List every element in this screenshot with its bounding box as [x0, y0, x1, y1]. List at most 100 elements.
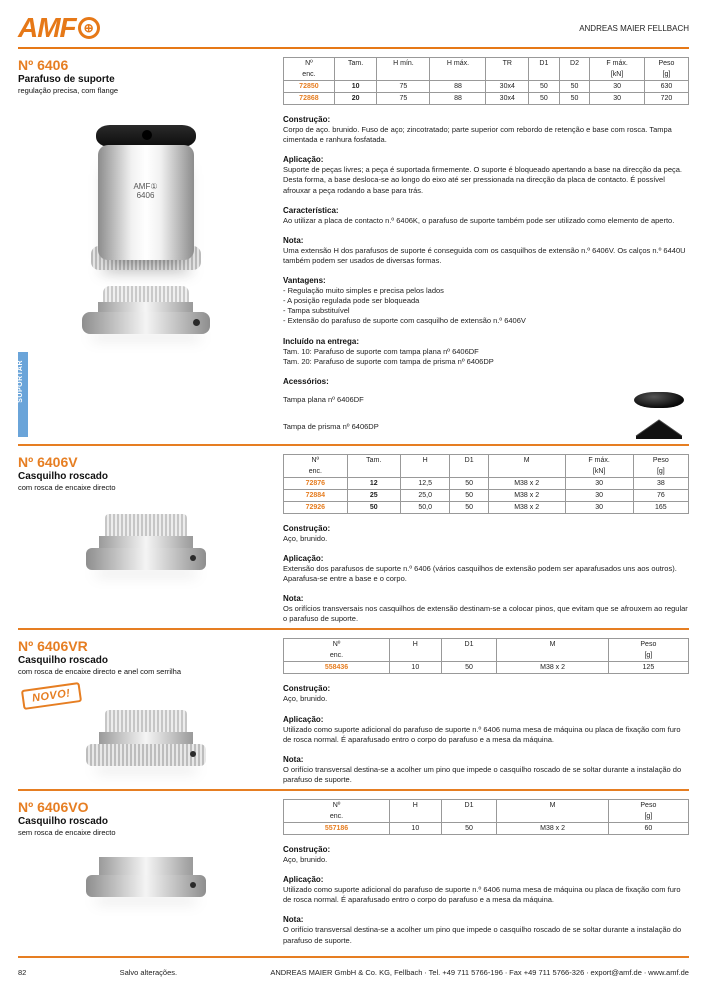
- table-cell: 30: [565, 501, 633, 513]
- text-note: O orifício transversal destina-se a acol…: [283, 765, 689, 785]
- col-header: Peso: [608, 639, 688, 651]
- heading-note: Nota:: [283, 594, 689, 603]
- col-subheader: [497, 650, 608, 662]
- col-header: Peso: [633, 454, 688, 466]
- table-row: 7286820758830x4505030720: [284, 93, 689, 105]
- col-subheader: [559, 69, 590, 81]
- table-cell: 30: [590, 81, 645, 93]
- footer-rule: [18, 956, 689, 958]
- table-cell: 50: [529, 93, 560, 105]
- col-subheader: [488, 466, 565, 478]
- table-row: 729265050,050M38 x 230165: [284, 501, 689, 513]
- col-subheader: [kN]: [590, 69, 645, 81]
- accessory-1-text: Tampa plana nº 6406DF: [283, 395, 617, 405]
- table-cell: M38 x 2: [488, 501, 565, 513]
- table-cell: 50: [529, 81, 560, 93]
- col-header: M: [497, 639, 608, 651]
- col-subheader: enc.: [284, 69, 335, 81]
- table-cell: 50: [559, 81, 590, 93]
- col-subheader: enc.: [284, 466, 348, 478]
- table-cell: 50: [441, 823, 497, 835]
- product-subtitle: com rosca de encaixe directo e anel com …: [18, 667, 273, 676]
- page-header: AMF ⊕ ANDREAS MAIER FELLBACH: [18, 12, 689, 44]
- table-cell: 72926: [284, 501, 348, 513]
- text-construction: Aço, brunido.: [283, 694, 689, 704]
- table-cell: 50: [450, 489, 488, 501]
- section-divider: [18, 628, 689, 630]
- table-cell: 72876: [284, 477, 348, 489]
- novo-badge: NOVO!: [21, 682, 82, 710]
- col-header: M: [488, 454, 565, 466]
- table-cell: 30x4: [486, 81, 529, 93]
- table-cell: 10: [390, 823, 442, 835]
- col-subheader: [334, 69, 377, 81]
- table-row: 728842525,050M38 x 23076: [284, 489, 689, 501]
- accessory-2-image: [629, 414, 689, 440]
- table-cell: 720: [644, 93, 688, 105]
- section-divider: [18, 789, 689, 791]
- text-note: O orifício transversal destina-se a acol…: [283, 925, 689, 945]
- col-header: Peso: [644, 58, 688, 70]
- heading-application: Aplicação:: [283, 155, 689, 164]
- col-header: F máx.: [590, 58, 645, 70]
- text-application: Utilizado como suporte adicional do para…: [283, 725, 689, 745]
- accessory-1-image: [629, 392, 689, 408]
- table-cell: 75: [377, 93, 430, 105]
- table-cell: 50: [347, 501, 400, 513]
- table-cell: 76: [633, 489, 688, 501]
- product-title: Casquilho roscado: [18, 816, 273, 827]
- product-code: Nº 6406VR: [18, 638, 273, 654]
- brand-tagline: ANDREAS MAIER FELLBACH: [579, 24, 689, 33]
- col-subheader: enc.: [284, 811, 390, 823]
- table-cell: 50: [450, 477, 488, 489]
- heading-application: Aplicação:: [283, 715, 689, 724]
- product-subtitle: regulação precisa, com flange: [18, 86, 273, 95]
- heading-delivery: Incluído na entrega:: [283, 337, 689, 346]
- side-tab-label: SUPORTAR: [17, 360, 24, 403]
- col-subheader: [390, 811, 442, 823]
- brand-logo: AMF ⊕: [18, 12, 100, 44]
- product-code: Nº 6406V: [18, 454, 273, 470]
- footer-note: Salvo alterações.: [120, 968, 178, 977]
- table-row: 5571861050M38 x 260: [284, 823, 689, 835]
- table-cell: 30x4: [486, 93, 529, 105]
- col-header: Tam.: [347, 454, 400, 466]
- text-feature: Ao utilizar a placa de contacto n.º 6406…: [283, 216, 689, 226]
- table-cell: 38: [633, 477, 688, 489]
- heading-construction: Construção:: [283, 524, 689, 533]
- heading-construction: Construção:: [283, 115, 689, 124]
- table-cell: 125: [608, 662, 688, 674]
- heading-advantages: Vantagens:: [283, 276, 689, 285]
- table-cell: 165: [633, 501, 688, 513]
- table-cell: 72884: [284, 489, 348, 501]
- product-code: Nº 6406VO: [18, 799, 273, 815]
- col-header: D1: [441, 800, 497, 812]
- footer-company: ANDREAS MAIER GmbH & Co. KG, Fellbach ∙ …: [270, 968, 689, 977]
- table-row: 7285010758830x4505030630: [284, 81, 689, 93]
- table-cell: 30: [565, 477, 633, 489]
- table-cell: 72868: [284, 93, 335, 105]
- table-cell: 30: [565, 489, 633, 501]
- table-cell: 10: [390, 662, 442, 674]
- product-image: AMF①6406: [18, 125, 273, 345]
- col-header: D1: [441, 639, 497, 651]
- col-subheader: [g]: [608, 650, 688, 662]
- table-cell: 50: [441, 662, 497, 674]
- table-cell: 88: [430, 81, 486, 93]
- col-subheader: [kN]: [565, 466, 633, 478]
- table-cell: M38 x 2: [488, 477, 565, 489]
- product-image: [18, 710, 273, 766]
- spec-table-6406: NºTam.H mín.H máx.TRD1D2F máx.Pesoenc.[k…: [283, 57, 689, 105]
- heading-accessories: Acessórios:: [283, 377, 689, 386]
- text-construction: Aço, brunido.: [283, 534, 689, 544]
- heading-note: Nota:: [283, 915, 689, 924]
- table-cell: 25: [347, 489, 400, 501]
- col-subheader: [g]: [644, 69, 688, 81]
- brand-logo-icon: ⊕: [78, 17, 100, 39]
- col-header: H: [400, 454, 450, 466]
- table-cell: 12,5: [400, 477, 450, 489]
- table-cell: 557186: [284, 823, 390, 835]
- table-cell: 12: [347, 477, 400, 489]
- col-subheader: [g]: [608, 811, 688, 823]
- col-subheader: [497, 811, 608, 823]
